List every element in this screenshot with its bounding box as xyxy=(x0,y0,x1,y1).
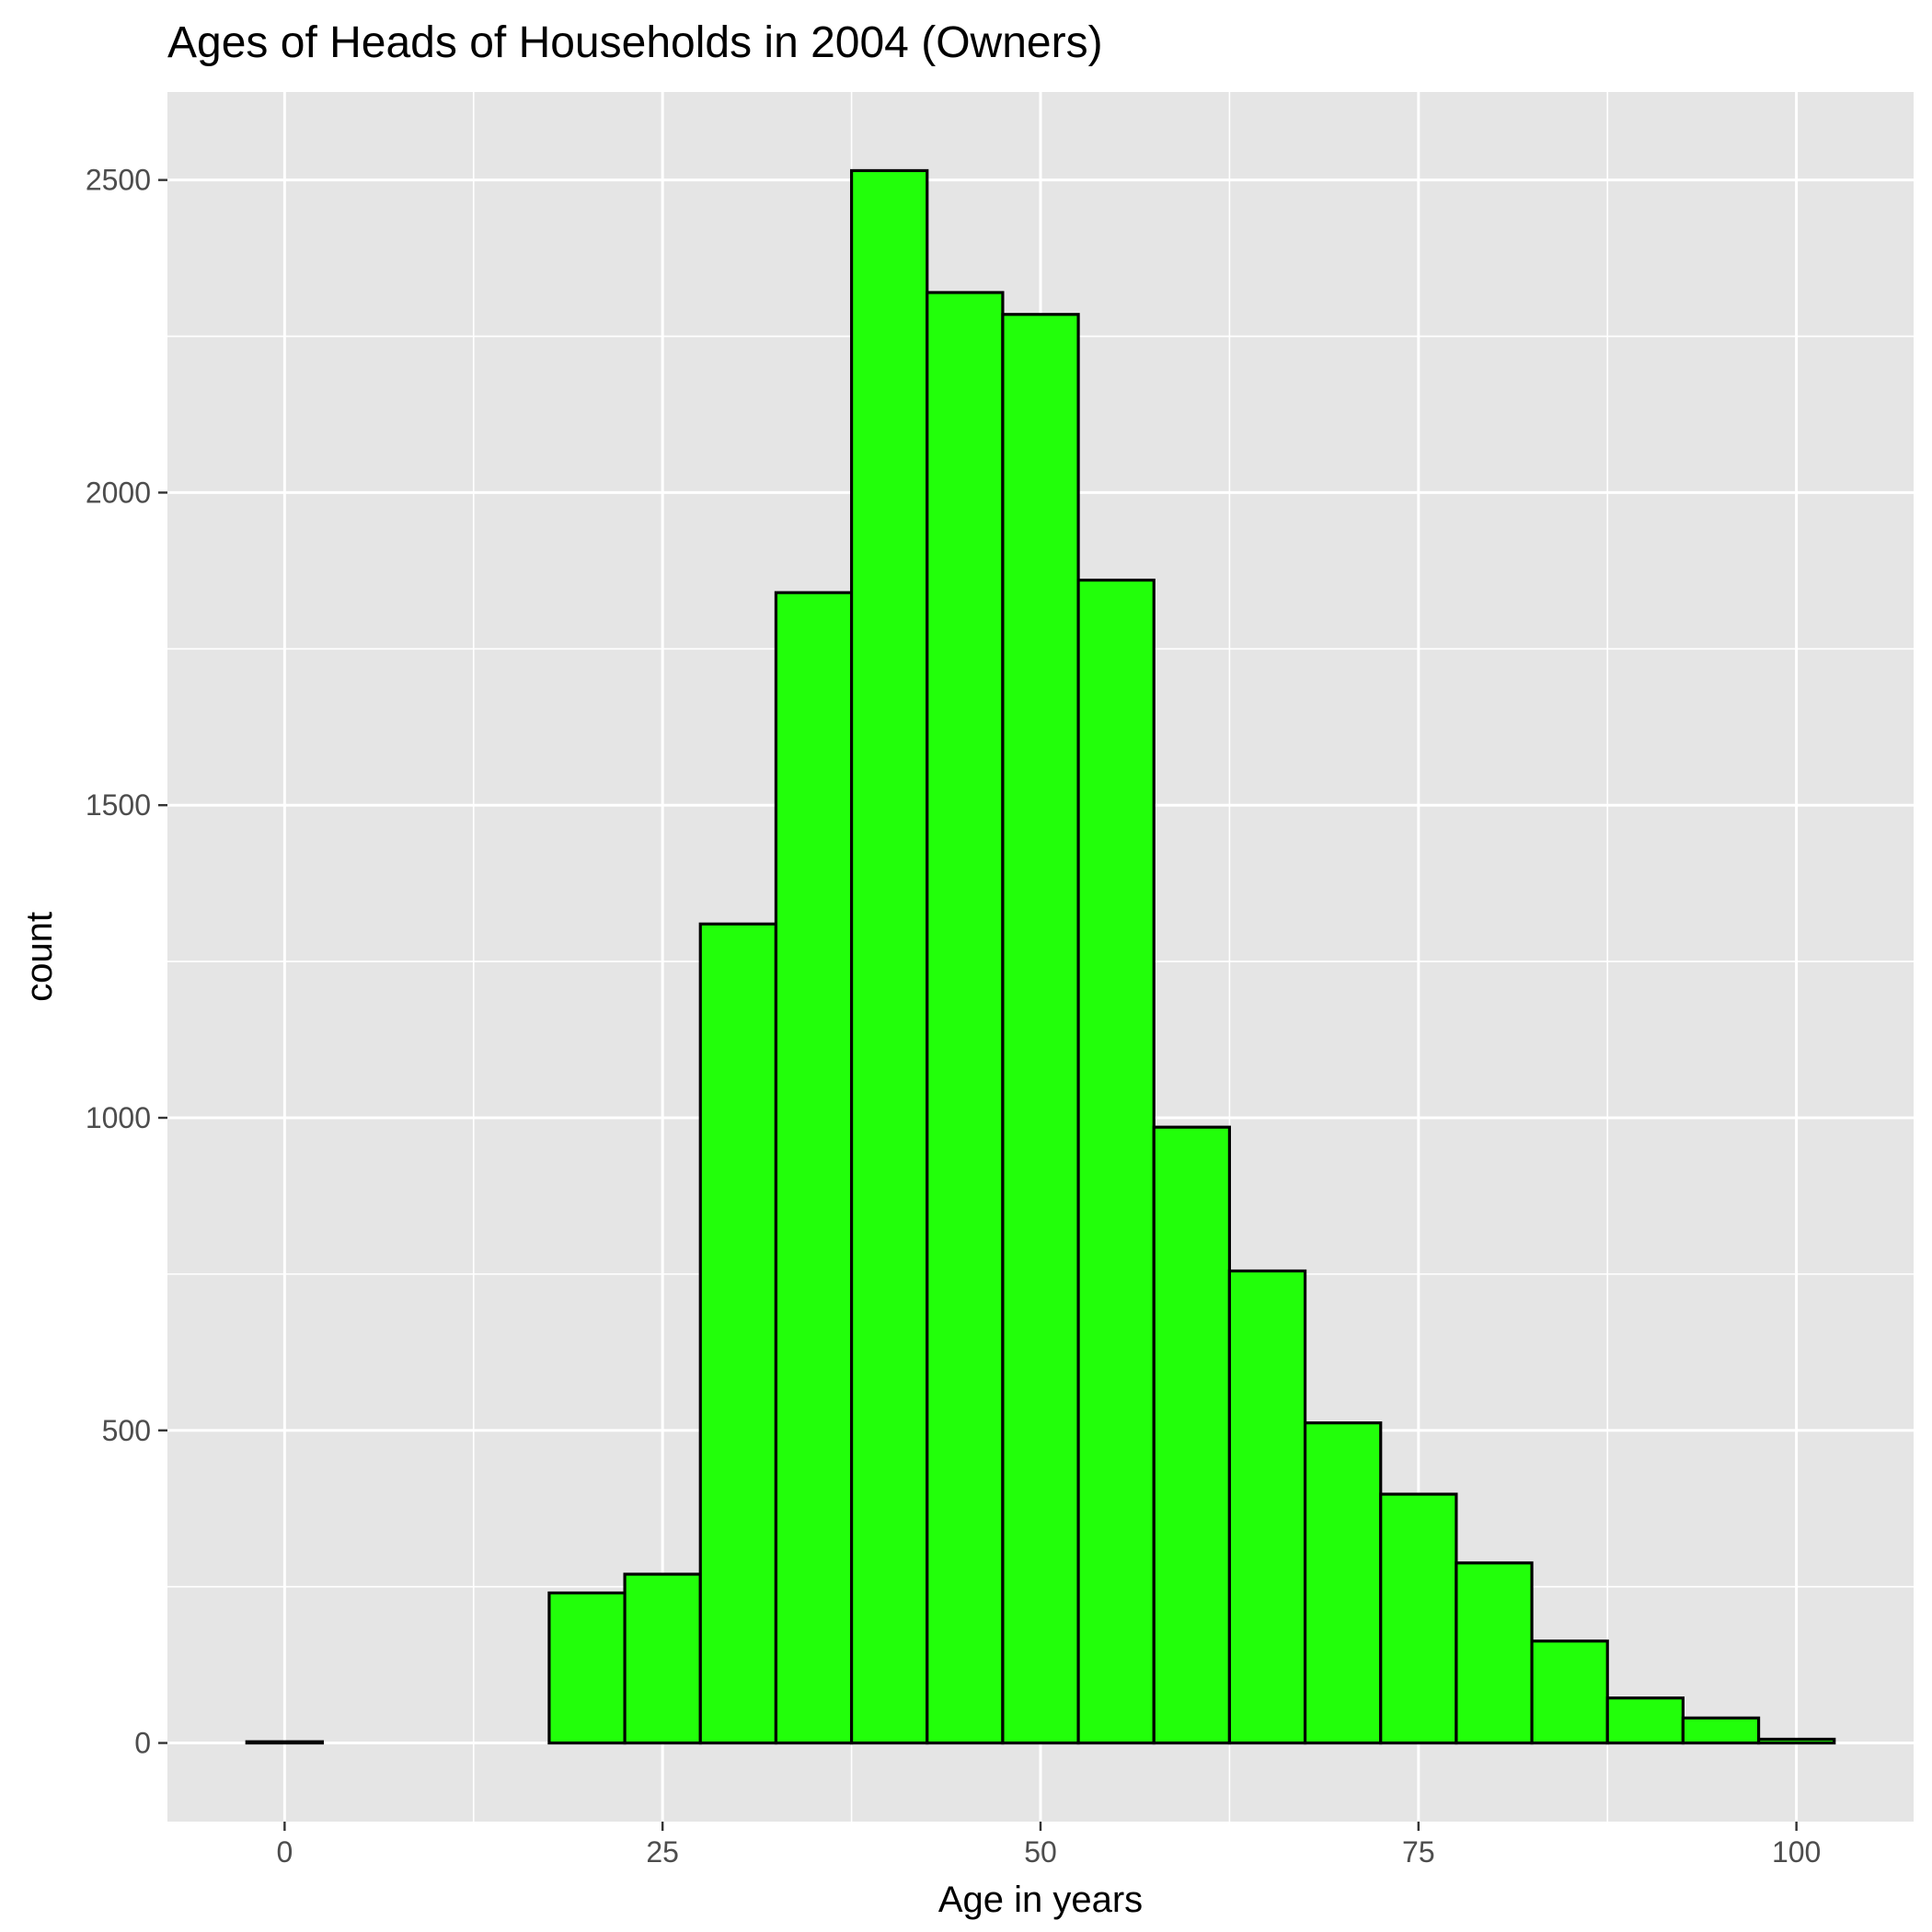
histogram-bar xyxy=(623,1572,702,1745)
histogram-bar xyxy=(1227,1269,1307,1745)
histogram-bar xyxy=(774,591,854,1745)
y-tick-label: 1000 xyxy=(86,1101,151,1134)
histogram-bar xyxy=(926,291,1005,1745)
histogram-bar xyxy=(547,1591,627,1745)
histogram-bar xyxy=(1076,578,1156,1745)
histogram-bar xyxy=(1455,1561,1534,1745)
x-tick-label: 75 xyxy=(1402,1835,1435,1869)
histogram-bar xyxy=(1530,1639,1609,1745)
x-tick-label: 0 xyxy=(276,1835,293,1869)
histogram-bar xyxy=(1001,313,1080,1745)
y-tick-label: 1500 xyxy=(86,788,151,822)
histogram-bar xyxy=(1605,1696,1685,1745)
y-axis: 0 500 1000 1500 2000 2500 xyxy=(86,164,167,1760)
histogram-bar xyxy=(849,168,929,1745)
histogram-bars xyxy=(245,168,1836,1745)
histogram-bar xyxy=(698,922,778,1745)
x-axis-label: Age in years xyxy=(938,1880,1143,1920)
y-tick-label: 2000 xyxy=(86,476,151,509)
y-axis-label: count xyxy=(19,912,60,1002)
histogram-bar xyxy=(1379,1492,1458,1745)
y-tick-label: 0 xyxy=(134,1727,151,1760)
x-tick-label: 50 xyxy=(1024,1835,1057,1869)
histogram-bar xyxy=(1681,1716,1761,1745)
chart-title: Ages of Heads of Households in 2004 (Own… xyxy=(167,18,1103,67)
histogram-bar xyxy=(1303,1421,1383,1745)
histogram-bar xyxy=(1756,1737,1836,1745)
y-tick-label: 500 xyxy=(102,1414,151,1447)
histogram-bar xyxy=(1152,1125,1232,1745)
y-tick-label: 2500 xyxy=(86,164,151,197)
x-tick-label: 25 xyxy=(646,1835,679,1869)
x-tick-label: 100 xyxy=(1772,1835,1821,1869)
x-axis: 0 25 50 75 100 xyxy=(276,1822,1821,1869)
